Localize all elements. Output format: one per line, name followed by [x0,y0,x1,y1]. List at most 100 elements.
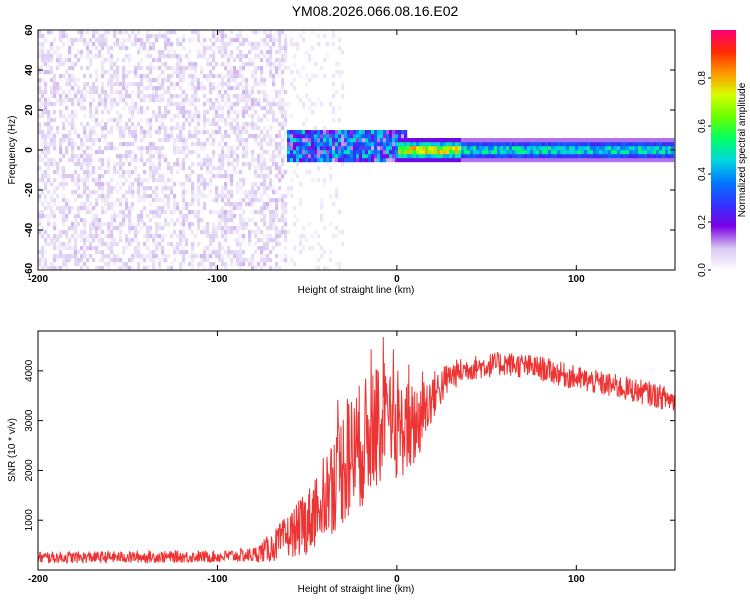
spectrogram-cell [155,78,159,83]
spectrogram-cell [170,266,174,270]
spectrogram-cell [434,150,438,155]
spectrogram-cell [122,66,126,71]
spectrogram-cell [92,30,96,35]
spectrogram-cell [278,234,282,239]
spectrogram-cell [146,158,150,163]
spectrogram-cell [212,222,216,227]
spectrogram-cell [230,30,234,35]
spectrogram-cell [128,150,132,155]
spectrogram-cell [545,150,549,155]
spectrogram-cell [110,190,114,195]
spectrogram-cell [95,202,99,207]
spectrogram-cell [197,190,201,195]
spectrogram-cell [38,130,42,135]
spectrogram-cell [146,122,150,127]
spectrogram-cell [80,246,84,251]
spectrogram-cell [431,150,435,155]
spectrogram-cell [140,146,144,151]
spectrogram-cell [464,142,468,147]
spectrogram-cell [158,146,162,151]
spectrogram-cell [50,142,54,147]
spectrogram-cell [44,182,48,187]
spectrogram-cell [656,138,660,143]
spectrogram-cell [221,174,225,179]
spectrogram-cell [446,138,450,143]
spectrogram-cell [254,166,258,171]
spectrogram-cell [203,130,207,135]
spectrogram-cell [239,170,243,175]
spectrogram-cell [509,146,513,151]
spectrogram-cell [122,162,126,167]
spectrogram-cell [107,70,111,75]
spectrogram-cell [572,138,576,143]
spectrogram-cell [278,58,282,63]
spectrogram-cell [653,146,657,151]
spectrogram-cell [401,134,405,139]
spectrogram-cell [566,138,570,143]
spectrogram-cell [278,30,282,35]
spectrogram-cell [593,158,597,163]
spectrogram-cell [230,146,234,151]
spectrogram-cell [56,50,60,55]
spectrogram-cell [92,118,96,123]
spectrogram-cell [83,150,87,155]
spectrogram-cell [668,142,672,147]
spectrogram-cell [128,82,132,87]
spectrogram-cell [125,70,129,75]
spectrogram-cell [41,90,45,95]
spectrogram-cell [374,142,378,147]
spectrogram-cell [275,118,279,123]
spectrogram-cell [440,154,444,159]
spectrogram-cell [95,38,99,43]
spectrogram-cell [389,158,393,163]
spectrogram-cell [41,146,45,151]
spectrogram-cell [116,42,120,47]
spectrogram-cell [149,98,153,103]
spectrogram-cell [206,230,210,235]
spectrogram-cell [650,158,654,163]
spectrogram-cell [227,134,231,139]
spectrogram-cell [143,146,147,151]
spectrogram-cell [464,138,468,143]
spectrogram-cell [332,94,336,99]
spectrogram-cell [527,150,531,155]
spectrogram-cell [251,202,255,207]
spectrogram-cell [248,218,252,223]
spectrogram-cell [431,158,435,163]
spectrogram-cell [236,38,240,43]
spectrogram-cell [326,54,330,59]
spectrogram-cell [506,158,510,163]
spectrogram-cell [137,94,141,99]
spectrogram-cell [251,190,255,195]
spectrogram-cell [329,154,333,159]
spectrogram-cell [398,154,402,159]
spectrogram-cell [50,242,54,247]
spectrogram-cell [329,222,333,227]
spectrogram-cell [89,210,93,215]
spectrogram-cell [170,234,174,239]
spectrogram-cell [92,138,96,143]
spectrogram-cell [41,214,45,219]
spectrogram-cell [431,146,435,151]
spectrogram-cell [41,246,45,251]
spectrogram-cell [215,266,219,270]
spectrogram-cell [344,146,348,151]
spectrogram-cell [71,118,75,123]
spectrogram-cell [122,46,126,51]
spectrogram-cell [371,154,375,159]
spectrogram-cell [242,234,246,239]
spectrogram-cell [101,66,105,71]
spectrogram-cell [128,182,132,187]
spectrogram-cell [287,142,291,147]
spectrogram-cell [230,206,234,211]
spectrogram-cell [269,178,273,183]
spectrogram-cell [176,106,180,111]
spectrogram-cell [254,190,258,195]
spectrogram-cell [263,78,267,83]
spectrogram-cell [62,218,66,223]
spectrogram-cell [122,70,126,75]
spectrogram-cell [149,166,153,171]
spectrogram-cell [77,206,81,211]
spectrogram-cell [299,134,303,139]
spectrogram-cell [227,210,231,215]
